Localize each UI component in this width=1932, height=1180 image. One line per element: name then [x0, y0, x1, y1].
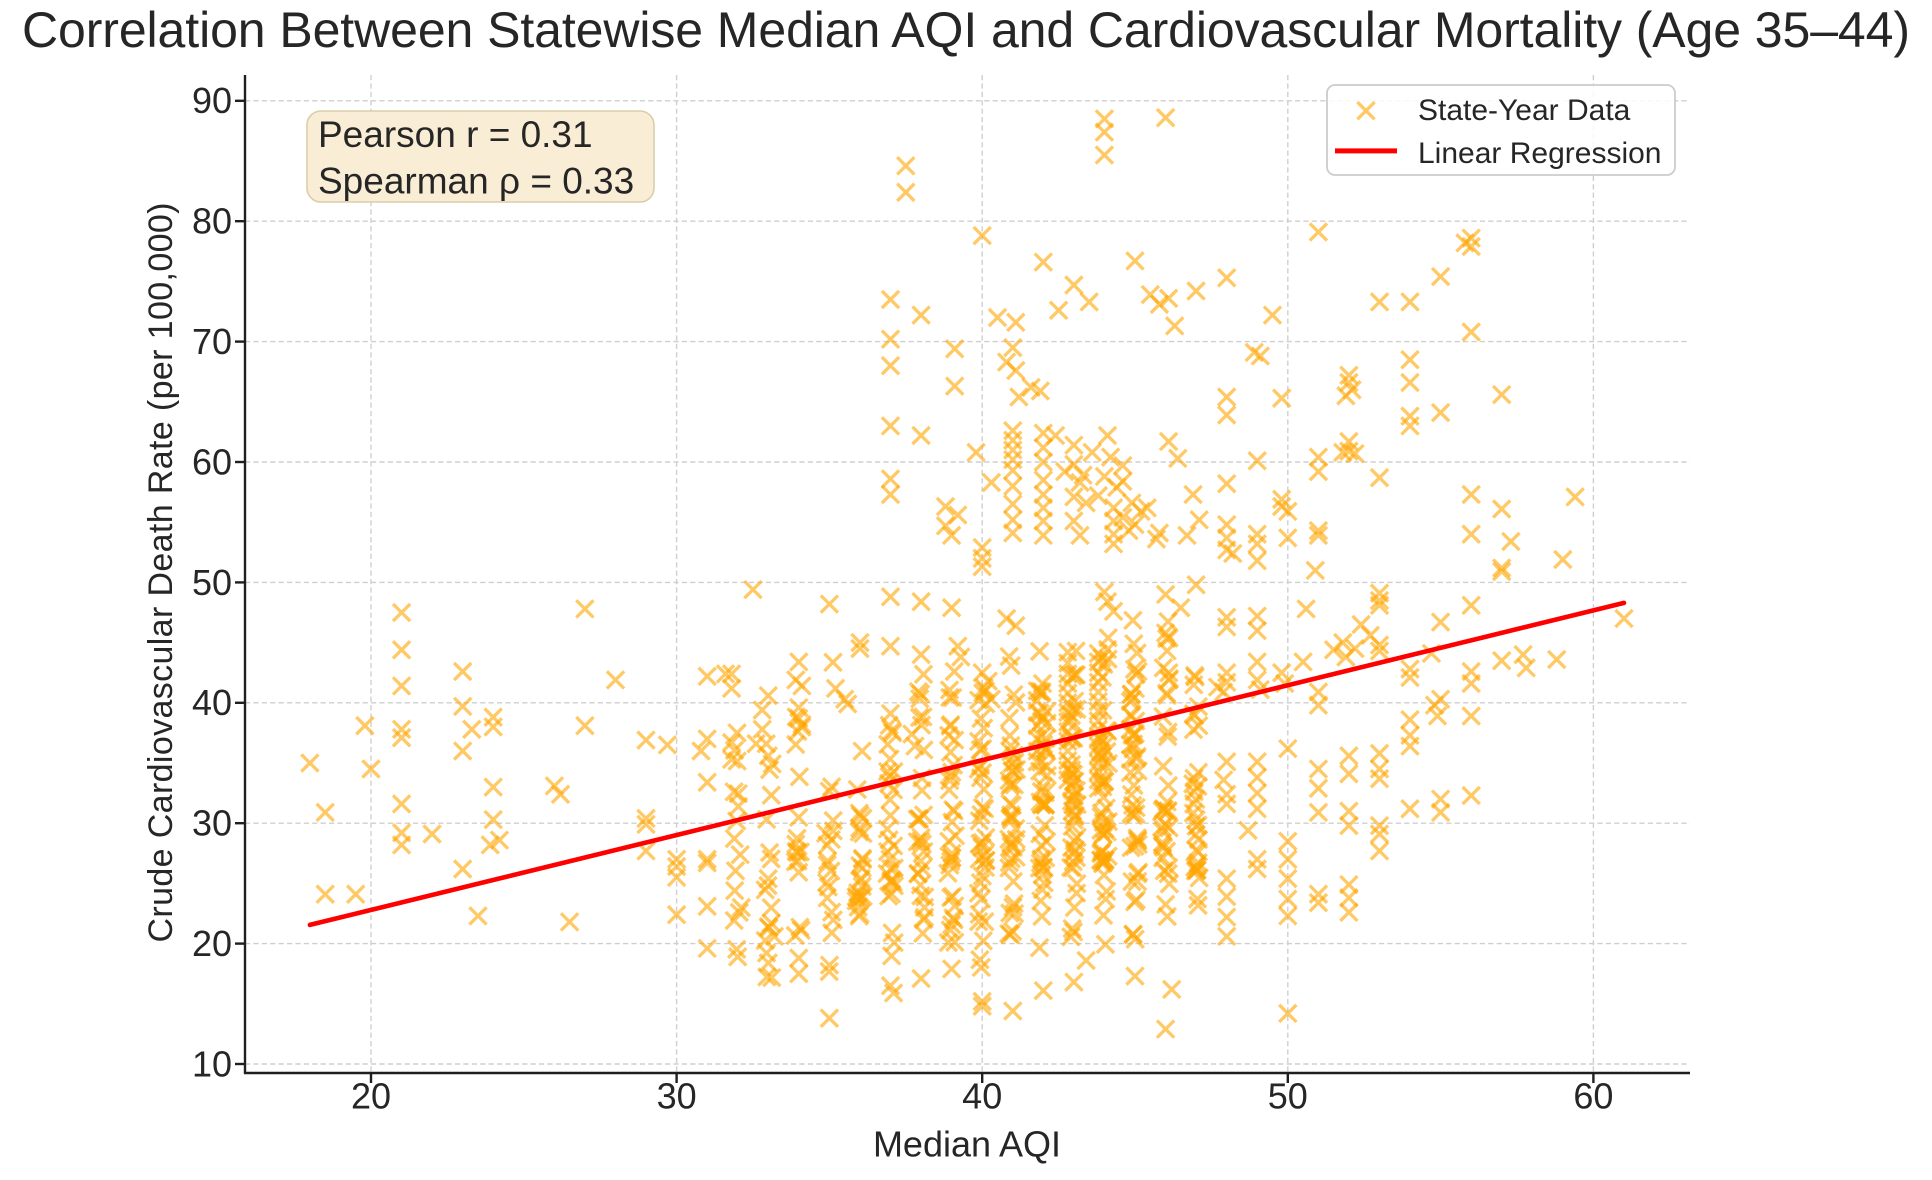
svg-text:Spearman ρ = 0.33: Spearman ρ = 0.33: [318, 161, 634, 202]
svg-text:90: 90: [192, 80, 232, 121]
svg-text:40: 40: [962, 1076, 1002, 1117]
svg-text:Pearson r = 0.31: Pearson r = 0.31: [318, 114, 593, 155]
svg-text:60: 60: [1573, 1076, 1613, 1117]
svg-text:20: 20: [351, 1076, 391, 1117]
svg-text:Linear Regression: Linear Regression: [1418, 137, 1661, 170]
svg-text:50: 50: [1268, 1076, 1308, 1117]
svg-text:Median AQI: Median AQI: [873, 1124, 1061, 1165]
svg-text:30: 30: [192, 803, 232, 844]
svg-text:Crude Cardiovascular Death Rat: Crude Cardiovascular Death Rate (per 100…: [142, 203, 180, 943]
svg-text:80: 80: [192, 201, 232, 242]
svg-text:20: 20: [192, 923, 232, 964]
svg-text:50: 50: [192, 562, 232, 603]
svg-text:Correlation Between Statewise: Correlation Between Statewise Median AQI…: [22, 2, 1910, 58]
svg-text:40: 40: [192, 682, 232, 723]
svg-text:State-Year Data: State-Year Data: [1418, 94, 1631, 127]
svg-text:30: 30: [657, 1076, 697, 1117]
svg-text:60: 60: [192, 441, 232, 482]
svg-text:70: 70: [192, 321, 232, 362]
svg-text:10: 10: [192, 1043, 232, 1084]
